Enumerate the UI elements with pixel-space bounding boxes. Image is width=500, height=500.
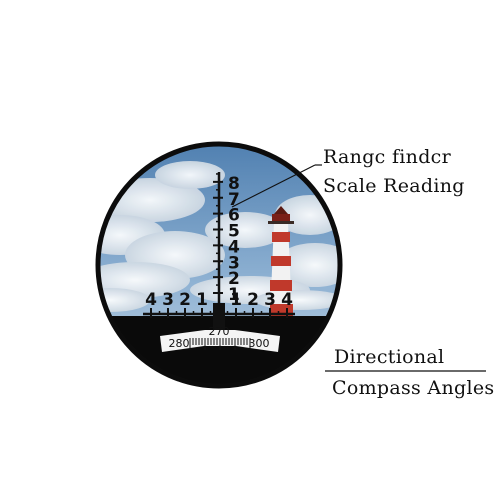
vertical-label-7: 7 [228,190,240,210]
horizontal-label-3: 3 [264,290,276,310]
lighthouse [268,206,294,318]
callout-compass-angles: Compass Angles [332,377,495,399]
callout-range-finder: Rangc findcr [323,146,451,168]
vertical-label-3: 3 [228,253,240,273]
callout-scale-reading: Scale Reading [323,175,465,197]
lens-view [98,144,340,386]
lens-ring [95,141,343,389]
compass-ticks [189,338,251,350]
compass-tape: 280 270 300 [160,325,280,352]
vertical-label-1: 1 [228,285,240,305]
compass-label-280: 280 [169,337,190,350]
vertical-label-2: 2 [228,269,240,289]
leader-scale-reading [231,164,316,208]
horizontal-label-1: 1 [196,290,208,310]
compass-label-300: 300 [249,337,270,350]
horizontal-label-1: 1 [230,290,242,310]
horizontal-label-2: 2 [179,290,191,310]
clouds [98,161,340,312]
vertical-label-4: 4 [228,237,240,257]
horizontal-label-3: 3 [162,290,174,310]
horizontal-label-4: 4 [281,290,293,310]
callout-leaders [231,164,486,372]
compass-label-270: 270 [209,325,230,338]
vertical-label-6: 6 [228,206,240,226]
callout-directional: Directional [334,346,445,368]
horizontal-label-4: 4 [145,290,157,310]
vertical-label-5: 5 [228,222,240,242]
horizontal-label-2: 2 [247,290,259,310]
vertical-label-8: 8 [228,174,240,194]
